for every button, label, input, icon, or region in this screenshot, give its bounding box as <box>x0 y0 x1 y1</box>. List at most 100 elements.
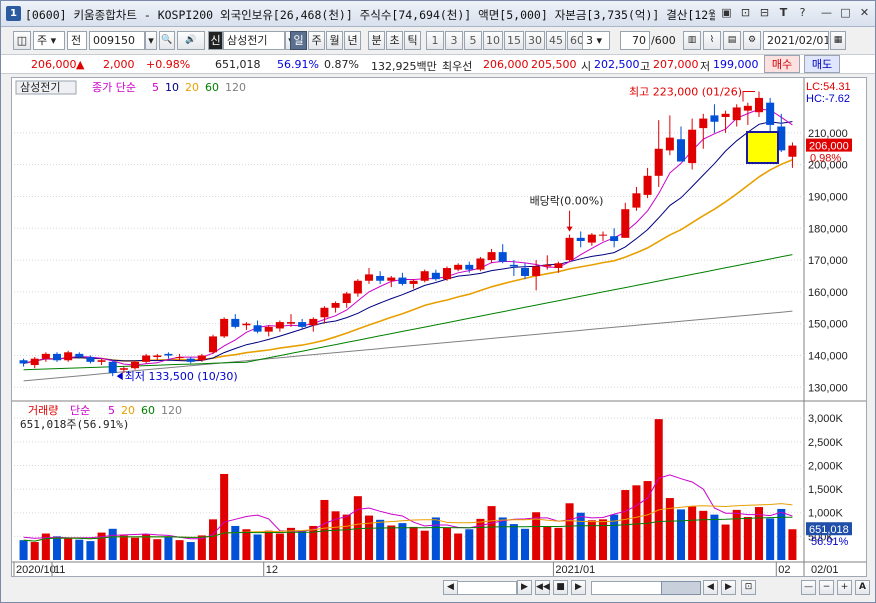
candle-body <box>587 234 596 243</box>
interval-tick[interactable]: 틱 <box>404 31 421 50</box>
interval-second[interactable]: 초 <box>386 31 403 50</box>
num-button-3[interactable]: 3 <box>445 31 463 50</box>
count-input[interactable]: 70 <box>620 31 650 50</box>
volume-bar <box>52 536 62 560</box>
num-button-10[interactable]: 10 <box>483 31 503 50</box>
app-number-icon[interactable]: 1 <box>6 6 21 21</box>
volume-bar <box>732 509 741 560</box>
candle-body <box>732 107 741 121</box>
num-button-45[interactable]: 45 <box>546 31 566 50</box>
volume-bar <box>119 535 128 560</box>
interval-day[interactable]: 일 <box>290 31 307 50</box>
scroll-prev-button[interactable]: ◀ <box>703 580 718 595</box>
interval-year[interactable]: 년 <box>344 31 361 50</box>
candle-body <box>788 145 797 157</box>
date-input[interactable]: 2021/02/01 <box>763 31 829 50</box>
price-tick-label: 180,000 <box>808 223 848 235</box>
num-button-5[interactable]: 5 <box>464 31 482 50</box>
candle-body <box>621 209 630 238</box>
screen-split-icon[interactable]: ⊟ <box>759 6 770 19</box>
volume-bar <box>465 529 474 560</box>
stop-button[interactable]: ■ <box>553 580 568 595</box>
num-button-1[interactable]: 1 <box>426 31 444 50</box>
code-dropdown-icon[interactable]: ▾ <box>145 31 157 50</box>
candle-body <box>676 139 686 162</box>
candle-body <box>598 234 608 236</box>
buy-button[interactable]: 매수 <box>764 55 800 73</box>
minute-select[interactable]: 3 ▾ <box>582 31 610 50</box>
highlight-box <box>746 131 779 164</box>
rewind-button[interactable]: ◀◀ <box>535 580 550 595</box>
period-select-value: 주 <box>37 34 48 47</box>
candle-body <box>108 361 117 373</box>
sell-button[interactable]: 매도 <box>804 55 840 73</box>
chart-type-icon[interactable]: ▥ <box>683 31 701 50</box>
market-select[interactable]: 전 <box>67 31 87 50</box>
candle-body <box>665 137 674 151</box>
zoom-fit-button[interactable]: ⊡ <box>741 580 756 595</box>
volume-bar <box>19 540 28 560</box>
interval-minute[interactable]: 분 <box>368 31 385 50</box>
low-price: 199,000 <box>713 58 759 71</box>
candle-body <box>130 361 140 369</box>
volume-bar <box>387 525 396 560</box>
interval-week[interactable]: 주 <box>308 31 325 50</box>
zoom-thumb[interactable] <box>661 581 701 595</box>
volume-bar <box>320 499 329 560</box>
indicator-icon[interactable]: ⌇ <box>703 31 721 50</box>
volume-bar <box>420 530 429 560</box>
ma10-line <box>23 121 793 364</box>
candle-body <box>431 272 440 280</box>
zoom-plus-button[interactable]: + <box>837 580 852 595</box>
scroll-next-button[interactable]: ▶ <box>721 580 736 595</box>
layout-icon[interactable]: ◫ <box>13 31 31 50</box>
num-button-15[interactable]: 15 <box>504 31 524 50</box>
candle-body <box>119 368 128 370</box>
period-select[interactable]: 주 ▾ <box>33 31 65 50</box>
x-tick-label: 2020/10 <box>16 564 56 576</box>
maximize-icon[interactable]: □ <box>840 6 851 19</box>
minimize-icon[interactable]: — <box>821 6 832 19</box>
volume-bar <box>688 506 697 560</box>
volume-bar <box>253 534 262 560</box>
screen-link-icon[interactable]: ▣ <box>721 6 732 19</box>
current-volume-tag-label: 651,018 <box>809 524 849 536</box>
volume-bar <box>532 512 541 560</box>
zoom-out-button[interactable]: — <box>801 580 816 595</box>
candle-body <box>75 353 84 358</box>
chart-area[interactable]: 210,000 200,000 190,000 180,000 170,000 160,0… <box>11 77 867 577</box>
volume-bar <box>97 532 106 560</box>
calendar-icon[interactable]: ▦ <box>830 31 846 50</box>
font-size-button[interactable]: A <box>855 580 870 595</box>
volume-bar <box>309 525 318 560</box>
price-tick-label: 210,000 <box>808 128 848 140</box>
stock-code-input[interactable]: 009150 <box>89 31 145 50</box>
open-price: 202,500 <box>594 58 640 71</box>
font-setting-icon[interactable]: T <box>779 6 788 19</box>
close-icon[interactable]: ✕ <box>859 6 870 19</box>
search-icon[interactable]: 🔍 <box>159 31 175 50</box>
screen-save-icon[interactable]: ⊡ <box>740 6 751 19</box>
num-button-30[interactable]: 30 <box>525 31 545 50</box>
zoom-minus-button[interactable]: − <box>819 580 834 595</box>
chart-svg[interactable]: 210,000 200,000 190,000 180,000 170,000 160,0… <box>12 78 866 576</box>
quote-bar: 206,000 ▲ 2,000 +0.98% 651,018 56.91% 0.… <box>1 54 875 74</box>
scroll-left-button[interactable]: ◀ <box>443 580 458 595</box>
settings-icon[interactable]: ⚙ <box>743 31 761 50</box>
help-icon[interactable]: ? <box>799 6 806 19</box>
ma5-line <box>23 108 793 366</box>
price-tick-label: 130,000 <box>808 382 848 394</box>
interval-month[interactable]: 월 <box>326 31 343 50</box>
volume-bar <box>286 527 296 560</box>
high-price: 207,000 <box>653 58 699 71</box>
speaker-icon[interactable]: 🔊 <box>177 31 205 50</box>
volume-bar <box>153 539 162 560</box>
scroll-right-button[interactable]: ▶ <box>517 580 532 595</box>
play-button[interactable]: ▶ <box>571 580 586 595</box>
save-icon[interactable]: ▤ <box>723 31 741 50</box>
candle-body <box>220 318 229 337</box>
chart-scrollbar[interactable]: ◀ ▶ ◀◀ ■ ▶ ◀ ▶ ⊡ — − + A <box>11 579 870 597</box>
volume-tick-label: 2,000K <box>808 460 844 472</box>
volume-bar <box>754 507 764 560</box>
candle-body <box>420 271 429 281</box>
